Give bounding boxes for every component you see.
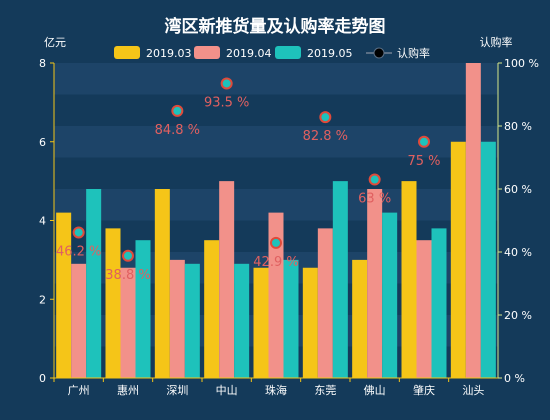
rate-point — [270, 236, 282, 249]
legend-swatch — [194, 46, 220, 59]
bar — [450, 141, 466, 378]
rate-point — [418, 135, 430, 148]
bar — [204, 240, 220, 378]
bar — [219, 181, 235, 378]
bar — [480, 141, 496, 378]
bar — [86, 189, 102, 378]
bar — [169, 259, 185, 378]
bar — [317, 228, 333, 378]
legend-label: 2019.04 — [226, 47, 272, 60]
bar — [234, 263, 250, 378]
category-label: 惠州 — [117, 383, 139, 397]
category-label: 深圳 — [166, 384, 188, 397]
bar — [184, 263, 200, 378]
bar — [465, 63, 481, 378]
rate-label: 38.8 % — [105, 268, 150, 283]
bar — [135, 240, 151, 378]
legend-marker — [373, 47, 385, 59]
bars — [56, 63, 496, 378]
y-left-tick-label: 4 — [39, 215, 46, 228]
rate-point — [220, 77, 233, 90]
legend-swatch — [275, 46, 301, 59]
y-right-tick-label: 0 % — [504, 372, 525, 385]
bar — [120, 267, 136, 378]
y-right-tick-label: 80 % — [504, 120, 532, 133]
legend-label: 2019.03 — [146, 47, 192, 60]
bar — [105, 228, 121, 378]
category-label: 珠海 — [265, 383, 287, 397]
rate-label: 75 % — [407, 154, 440, 169]
grid-band — [54, 94, 498, 126]
rate-label: 93.5 % — [204, 95, 249, 110]
legend-label: 2019.05 — [307, 47, 353, 60]
category-label: 肇庆 — [413, 383, 435, 397]
category-label: 中山 — [216, 384, 238, 397]
y-right-tick-label: 20 % — [504, 309, 532, 322]
category-label: 广州 — [68, 384, 90, 397]
rate-point — [319, 111, 332, 124]
bar — [56, 212, 72, 378]
rate-label: 46.2 % — [56, 244, 101, 259]
y-axis-right-label: 认购率 — [480, 35, 513, 49]
category-label: 佛山 — [364, 384, 386, 397]
rate-point — [72, 226, 85, 239]
grid-band — [54, 63, 498, 95]
y-right-tick-label: 40 % — [504, 246, 532, 259]
legend-swatch — [114, 46, 140, 59]
bar — [352, 259, 368, 378]
bar — [268, 212, 284, 378]
category-label: 东莞 — [314, 384, 336, 397]
bar — [416, 240, 432, 378]
bar — [302, 267, 318, 378]
rate-point — [171, 104, 184, 117]
category-label: 汕头 — [462, 384, 484, 397]
y-right-tick-label: 60 % — [504, 183, 532, 196]
legend-item[interactable]: 2019.05 — [275, 46, 353, 60]
legend-label: 认购率 — [397, 46, 430, 60]
legend-item[interactable]: 2019.03 — [114, 46, 192, 60]
bar — [253, 267, 269, 378]
chart-title: 湾区新推货量及认购率走势图 — [165, 16, 386, 37]
rate-points: 46.2 % 38.8 % 84.8 % 93.5 % 42.9 % 82.8 % 63 %… — [56, 77, 441, 283]
rate-label: 84.8 % — [155, 123, 200, 138]
y-left-tick-label: 2 — [39, 293, 46, 306]
rate-label: 82.8 % — [303, 129, 348, 144]
rate-point — [368, 173, 381, 186]
bar — [401, 181, 417, 378]
grid-band — [54, 157, 498, 189]
y-axis-left-label: 亿元 — [44, 36, 66, 49]
category-labels: 广州 惠州 深圳 中山 珠海 东莞 佛山 肇庆 汕头 — [53, 378, 484, 397]
legend-item[interactable]: 认购率 — [366, 46, 430, 60]
y-left-tick-label: 6 — [39, 136, 46, 149]
bar — [332, 181, 348, 378]
y-left-tick-label: 0 — [39, 372, 46, 385]
y-left-tick-label: 8 — [39, 57, 46, 70]
rate-point — [122, 249, 134, 262]
rate-label: 63 % — [358, 192, 391, 207]
legend-item[interactable]: 2019.04 — [194, 46, 272, 60]
bar — [431, 228, 447, 378]
y-right-tick-label: 100 % — [504, 57, 539, 70]
bar — [154, 189, 170, 378]
legend[interactable]: 2019.03 2019.04 2019.05 认购率 — [114, 46, 430, 60]
bar — [382, 212, 398, 378]
bar — [367, 189, 383, 378]
bar — [71, 263, 87, 378]
rate-label: 42.9 % — [253, 255, 298, 270]
bar — [283, 259, 299, 378]
